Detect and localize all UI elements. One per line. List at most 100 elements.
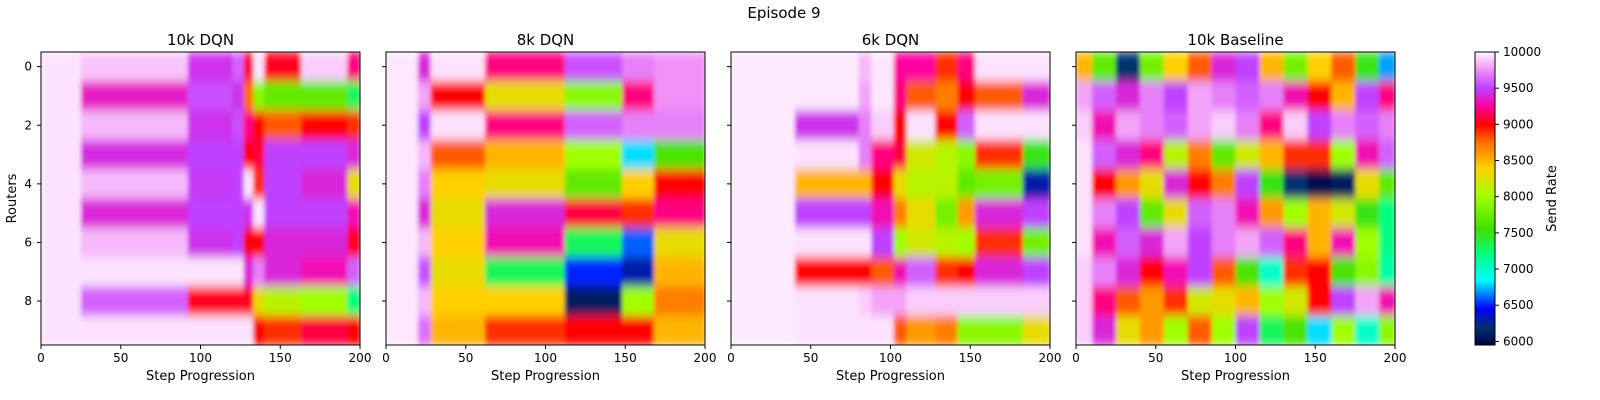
heatmap-cell <box>871 227 895 258</box>
heatmap-cell <box>1091 257 1117 287</box>
heatmap-cell <box>243 139 254 170</box>
heatmap-cell <box>80 227 189 258</box>
heatmap-cell <box>187 257 233 287</box>
heatmap-cell <box>1211 315 1237 345</box>
heatmap-cell <box>484 169 566 200</box>
heatmap-cells <box>1076 52 1395 345</box>
heatmap-cell <box>1139 315 1165 345</box>
heatmap-cell <box>484 139 566 170</box>
heatmap-cell <box>386 198 419 229</box>
heatmap-cell <box>1355 257 1380 287</box>
heatmap-cell <box>1211 198 1237 229</box>
heatmap-cell <box>232 81 245 112</box>
heatmap-cell <box>253 257 265 287</box>
heatmap-cell <box>1076 257 1093 287</box>
heatmap-cell <box>1283 315 1308 345</box>
heatmap-cell <box>653 227 705 258</box>
heatmap-cell <box>232 198 245 229</box>
panel-1: 10k DQN 0 50 100 150 200 Step Progression 0 2 4 6 8… <box>5 31 371 384</box>
heatmap-cell <box>1211 110 1237 141</box>
heatmap-cell <box>264 286 302 317</box>
heatmap-cell <box>906 286 936 317</box>
heatmap-cell <box>893 169 908 200</box>
heatmap-cell <box>41 286 82 317</box>
heatmap-cell <box>1139 169 1165 200</box>
y-tick-label: 6 <box>24 235 32 249</box>
heatmap-cell <box>975 198 1024 229</box>
heatmap-cell <box>1307 110 1332 141</box>
heatmap-cell <box>957 81 976 112</box>
heatmap-cell <box>893 286 908 317</box>
heatmap-cells <box>41 52 360 345</box>
heatmap-cell <box>1091 81 1117 112</box>
heatmap-cell <box>858 139 872 170</box>
heatmap-cell <box>1379 169 1395 200</box>
heatmap-cell <box>906 227 936 258</box>
heatmap-cell <box>1235 198 1261 229</box>
y-tick-label: 4 <box>24 177 32 191</box>
heatmap-cell <box>484 198 566 229</box>
heatmap-cell <box>622 169 655 200</box>
heatmap-cell <box>564 52 623 82</box>
heatmap-cell <box>858 198 872 229</box>
heatmap-cell <box>1022 315 1050 345</box>
heatmap-cell <box>1211 139 1237 170</box>
heatmap-cell <box>653 257 705 287</box>
heatmap-cell <box>417 169 432 200</box>
heatmap-cell <box>264 227 302 258</box>
heatmap-cell <box>417 139 432 170</box>
heatmap-cell <box>347 81 360 112</box>
heatmap-cell <box>653 110 705 141</box>
heatmap-cell <box>935 52 959 82</box>
heatmap-cell <box>935 257 959 287</box>
heatmap-cell <box>430 227 486 258</box>
heatmap-cell <box>794 169 860 200</box>
heatmap-cell <box>794 139 860 170</box>
heatmap-cell <box>935 198 959 229</box>
heatmap-cell <box>1379 81 1395 112</box>
heatmap-cell <box>1139 198 1165 229</box>
panel-4: 10k Baseline 0 50 100 150 200 Step Progression <box>1072 31 1406 384</box>
heatmap-cell <box>1163 169 1189 200</box>
heatmap-cell <box>731 110 796 141</box>
heatmap-cell <box>1022 81 1050 112</box>
heatmap-cell <box>417 315 432 345</box>
heatmap-cell <box>1187 110 1213 141</box>
heatmap-cell <box>906 52 936 82</box>
heatmap-cell <box>1022 110 1050 141</box>
heatmap-cell <box>386 110 419 141</box>
heatmap-cell <box>794 110 860 141</box>
heatmap-cell <box>1355 169 1380 200</box>
heatmap-cell <box>253 169 265 200</box>
heatmap-cell <box>975 139 1024 170</box>
x-tick-label: 200 <box>1039 351 1062 365</box>
colorbar-tick-label: 7500 <box>1503 226 1534 240</box>
heatmap-cell <box>264 81 302 112</box>
heatmap-cell <box>975 81 1024 112</box>
heatmap-cell <box>386 286 419 317</box>
heatmap-cell <box>1331 139 1356 170</box>
heatmap-cell <box>957 52 976 82</box>
heatmap-cell <box>232 257 245 287</box>
y-axis-label: Routers <box>5 173 20 223</box>
heatmap-cell <box>564 198 623 229</box>
heatmap-cell <box>1076 110 1093 141</box>
colorbar-tick-label: 9000 <box>1503 117 1534 131</box>
heatmap-cell <box>1163 257 1189 287</box>
heatmap-cell <box>1139 81 1165 112</box>
heatmap-cell <box>264 257 302 287</box>
heatmap-cell <box>1355 52 1380 82</box>
heatmap-cell <box>1187 257 1213 287</box>
colorbar-tick-label: 10000 <box>1503 45 1541 59</box>
heatmap-cell <box>1076 139 1093 170</box>
heatmap-cell <box>41 257 82 287</box>
heatmap-cell <box>1187 286 1213 317</box>
heatmap-cell <box>417 286 432 317</box>
heatmap-cell <box>232 286 245 317</box>
heatmap-cell <box>187 52 233 82</box>
heatmap-cell <box>243 227 254 258</box>
panel-3: 6k DQN 0 50 100 150 200 Step Progression <box>727 31 1061 384</box>
heatmap-cell <box>1211 81 1237 112</box>
heatmap-cell <box>1307 227 1332 258</box>
heatmap-cell <box>1091 198 1117 229</box>
